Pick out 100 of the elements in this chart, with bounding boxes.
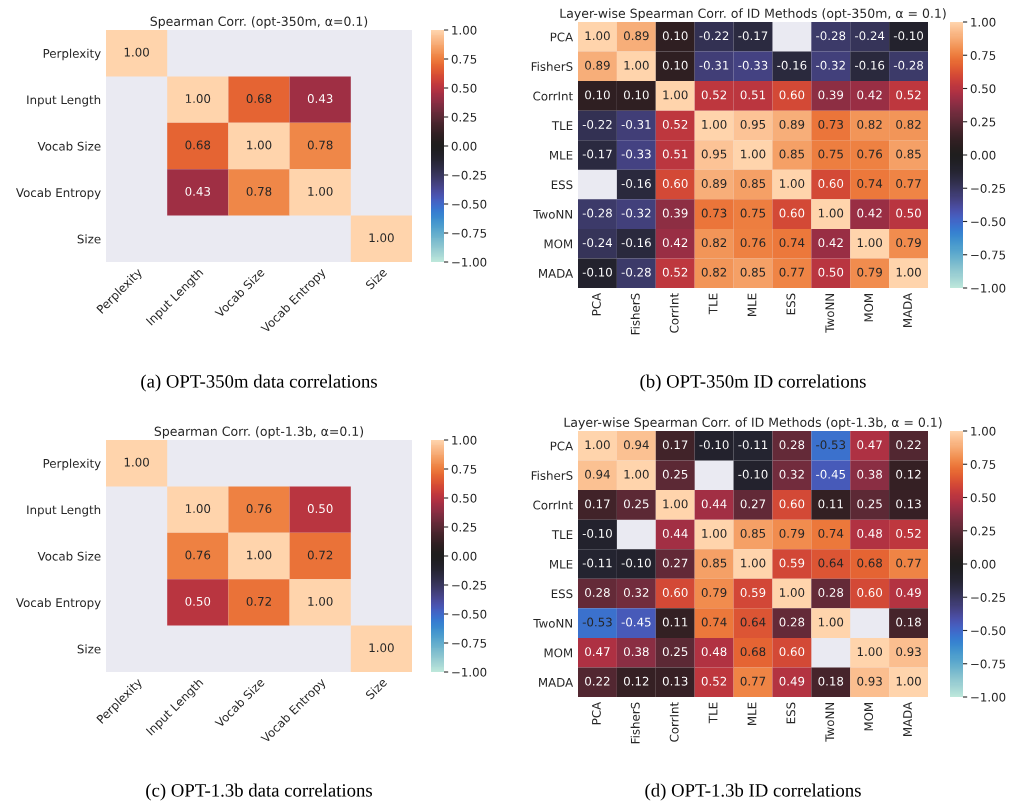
- data-label: 0.64: [740, 617, 766, 627]
- data-label: -0.45: [621, 617, 651, 627]
- data-label: -0.24: [582, 238, 613, 248]
- data-label: -0.16: [621, 179, 651, 188]
- data-label: 0.75: [818, 149, 843, 159]
- data-label: 0.60: [662, 588, 688, 597]
- x-tick-label: PCA: [591, 701, 601, 725]
- data-label: 1.00: [124, 457, 149, 467]
- data-label: 0.60: [818, 179, 844, 188]
- x-tick-label: PCA: [591, 292, 601, 316]
- color-bar-label: −0.75: [971, 659, 1006, 669]
- data-label: 0.49: [896, 588, 921, 597]
- data-label: 0.95: [701, 149, 727, 159]
- data-label: 0.10: [623, 90, 649, 100]
- data-label: 0.85: [740, 179, 766, 188]
- data-label: -0.16: [621, 238, 651, 248]
- y-tick-label: CorrInt: [533, 91, 573, 101]
- text: (b) OPT-350m ID correlations: [640, 374, 866, 392]
- color-bar-label: 0.75: [970, 50, 996, 60]
- data-label: 0.79: [857, 267, 882, 277]
- data-label: 1.00: [247, 140, 272, 150]
- color-bar-label: 0.00: [970, 559, 996, 569]
- y-tick-label: PCA: [550, 441, 574, 451]
- data-label: 0.51: [740, 90, 766, 100]
- data-label: 0.10: [585, 90, 610, 100]
- data-label: -0.17: [582, 149, 612, 159]
- data-label: 0.28: [818, 588, 844, 597]
- data-label: 0.52: [896, 528, 921, 538]
- y-tick-label: ESS: [551, 589, 573, 599]
- data-label: 0.18: [818, 676, 844, 686]
- data-label: -0.32: [816, 60, 845, 70]
- data-label: 0.79: [779, 528, 805, 538]
- data-label: 0.72: [307, 550, 333, 560]
- data-label: 0.74: [857, 179, 883, 188]
- data-label: 0.78: [307, 140, 333, 150]
- data-label: 0.52: [662, 267, 688, 277]
- color-bar-label: 0.25: [970, 117, 996, 127]
- data-label: 1.00: [741, 149, 766, 159]
- data-label: -0.33: [621, 149, 651, 159]
- data-label: -0.10: [738, 469, 768, 479]
- y-tick-label: MLE: [550, 559, 573, 569]
- data-label: 1.00: [308, 186, 333, 196]
- x-tick-label: Size: [364, 267, 388, 290]
- data-label: 0.43: [307, 94, 333, 104]
- data-label: 0.10: [662, 31, 688, 41]
- data-label: 0.82: [701, 238, 727, 248]
- color-bar-label: 0.25: [451, 112, 477, 122]
- data-label: -0.22: [699, 31, 729, 41]
- data-label: 0.13: [662, 676, 688, 686]
- data-label: 1.00: [624, 60, 649, 70]
- data-label: 1.00: [857, 647, 883, 657]
- data-label: 0.10: [662, 60, 688, 70]
- data-label: 0.47: [585, 647, 610, 657]
- x-tick-label: TwoNN: [825, 703, 835, 742]
- data-label: 0.94: [623, 440, 649, 450]
- y-tick-label: Perplexity: [43, 48, 101, 61]
- data-label: -0.11: [582, 558, 612, 568]
- color-bar-label: 1.00: [452, 25, 477, 35]
- data-label: -0.10: [582, 528, 612, 538]
- x-tick-label: TLE: [708, 293, 718, 315]
- y-tick-label: FisherS: [531, 470, 573, 480]
- data-label: 0.68: [740, 647, 766, 657]
- data-label: 0.42: [818, 238, 843, 248]
- y-tick-label: TLE: [551, 121, 573, 130]
- data-label: -0.28: [816, 31, 846, 41]
- x-tick-label: MOM: [864, 703, 874, 731]
- y-tick-label: Input Length: [27, 95, 101, 107]
- data-label: 0.25: [623, 499, 649, 509]
- data-label: 0.85: [740, 528, 766, 538]
- data-label: 0.78: [246, 186, 272, 196]
- color-bar-label: 0.75: [451, 464, 477, 474]
- data-label: 0.85: [740, 267, 766, 277]
- data-label: 0.79: [701, 588, 727, 597]
- data-label: 1.00: [818, 617, 844, 627]
- data-label: -0.31: [699, 60, 729, 70]
- data-label: 0.95: [740, 119, 766, 129]
- data-label: 0.28: [585, 588, 610, 597]
- y-tick-label: CorrInt: [533, 500, 573, 510]
- data-label: 0.74: [701, 617, 727, 627]
- data-label: 0.59: [779, 558, 805, 568]
- data-label: -0.53: [816, 440, 846, 450]
- data-label: -0.16: [854, 60, 885, 70]
- data-label: 0.17: [585, 499, 610, 509]
- data-label: -0.11: [738, 440, 768, 450]
- data-label: 0.74: [818, 528, 844, 538]
- data-label: 0.60: [857, 588, 883, 597]
- data-label: 0.49: [779, 676, 805, 686]
- data-label: -0.31: [621, 119, 651, 129]
- data-label: 1.00: [585, 31, 610, 41]
- data-label: 1.00: [247, 550, 272, 560]
- color-bar-label: 0.25: [970, 526, 996, 536]
- data-label: 0.68: [857, 558, 882, 568]
- data-label: 0.50: [185, 596, 211, 606]
- data-label: 1.00: [780, 588, 805, 597]
- data-label: 1.00: [624, 469, 649, 479]
- data-label: 0.22: [585, 676, 610, 686]
- data-label: 0.51: [662, 149, 688, 159]
- data-label: 0.79: [896, 238, 921, 248]
- color-bar-label: −1.00: [971, 283, 1006, 293]
- y-tick-label: MOM: [544, 239, 572, 249]
